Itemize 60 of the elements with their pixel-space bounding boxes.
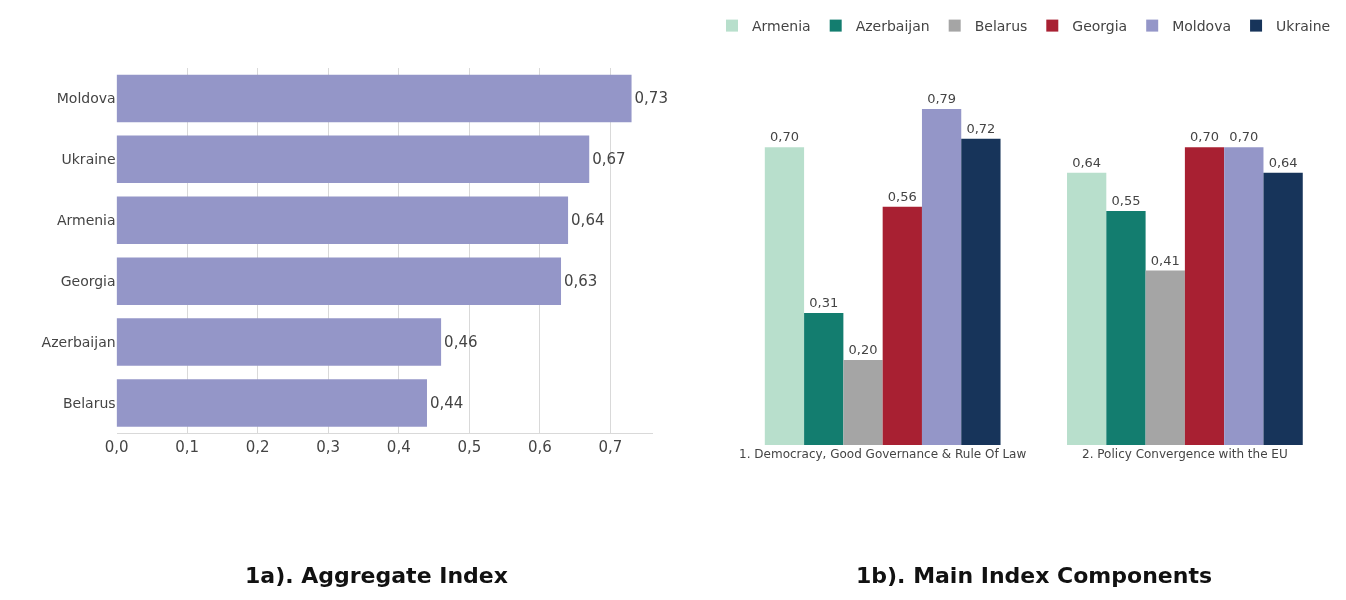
x-tick-label: 0,7	[598, 438, 623, 457]
y-tick-label: Moldova	[56, 90, 116, 107]
bar	[1067, 172, 1107, 445]
data-label: 0,72	[966, 120, 996, 136]
legend-label: Belarus	[974, 18, 1028, 35]
data-label: 0,55	[1111, 193, 1141, 208]
bar	[921, 108, 962, 445]
data-label: 0,64	[1268, 154, 1298, 170]
bar	[961, 138, 1001, 445]
data-label: 0,56	[887, 188, 917, 204]
y-tick-label: Armenia	[56, 212, 116, 229]
bar	[764, 147, 805, 445]
data-label: 0,70	[769, 129, 799, 145]
data-label: 0,20	[848, 341, 878, 357]
text: 1a). Aggregate Index	[245, 563, 508, 588]
bar	[882, 206, 922, 445]
bar	[1184, 147, 1225, 445]
x-tick-label: 0,6	[527, 438, 552, 457]
data-label: 0,41	[1150, 252, 1180, 268]
bar	[843, 359, 883, 445]
text: 1b). Main Index Components	[856, 563, 1212, 588]
y-tick-label: Ukraine	[61, 151, 116, 168]
legend-label: Georgia	[1072, 18, 1128, 35]
legend-label: Ukraine	[1276, 18, 1331, 35]
data-label: 0,63	[564, 272, 598, 291]
bar	[116, 318, 442, 366]
legend-label: Moldova	[1172, 18, 1232, 35]
x-tick-label: 0,0	[104, 438, 129, 457]
bar	[1263, 172, 1303, 445]
data-label: 0,70	[1229, 129, 1259, 145]
y-tick-label: Belarus	[63, 394, 116, 411]
data-label: 0,67	[592, 150, 626, 169]
legend-label: Armenia	[752, 18, 811, 35]
y-tick-label: Azerbaijan	[41, 333, 116, 350]
x-tick-label: 0,5	[457, 438, 482, 457]
bar	[116, 135, 590, 184]
x-tick-label: 1. Democracy, Good Governance & Rule Of Law	[739, 447, 1027, 461]
bar	[116, 196, 569, 244]
data-label: 0,64	[571, 211, 605, 230]
x-tick-label: 0,3	[316, 438, 341, 457]
x-tick-label: 0,2	[245, 438, 270, 457]
bar	[116, 74, 632, 123]
data-label: 0,31	[809, 295, 839, 311]
x-tick-label: 2. Policy Convergence with the EU	[1082, 447, 1288, 461]
bar	[116, 257, 562, 305]
bar	[1106, 211, 1146, 445]
x-tick-label: 0,4	[386, 438, 411, 457]
data-label: 0,64	[1072, 154, 1102, 170]
data-label: 0,70	[1190, 129, 1220, 145]
data-label: 0,46	[444, 333, 478, 352]
data-label: 0,73	[634, 89, 668, 108]
bar	[804, 313, 844, 445]
bar	[1145, 270, 1185, 445]
y-tick-label: Georgia	[60, 273, 116, 290]
bar	[1224, 147, 1264, 445]
data-label: 0,44	[429, 393, 464, 412]
x-tick-label: 0,1	[175, 438, 200, 457]
bar	[116, 379, 427, 427]
legend-label: Azerbaijan	[855, 18, 930, 35]
data-label: 0,79	[927, 90, 957, 106]
